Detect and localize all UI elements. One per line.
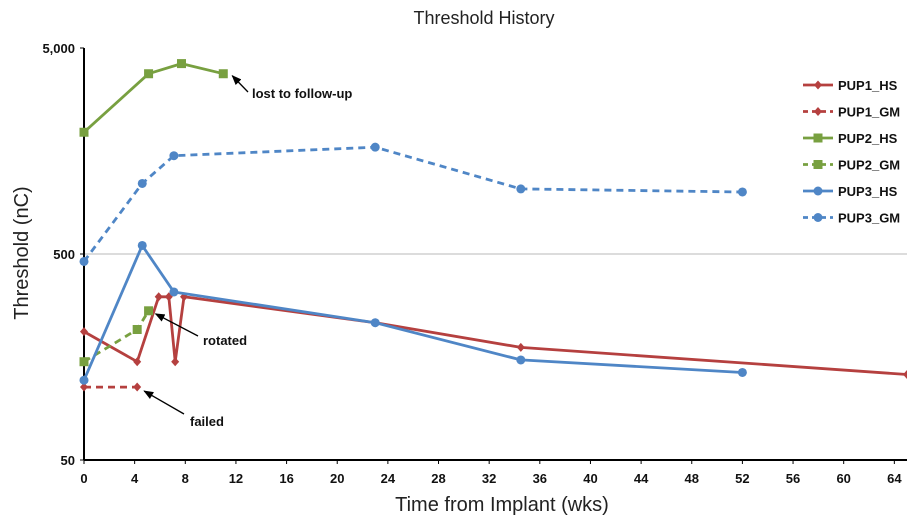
x-tick-label-32: 32	[482, 471, 496, 486]
data-point-PUP3_GM-0	[79, 256, 89, 266]
data-point-PUP3_GM-5	[737, 187, 747, 197]
series-line-PUP3_GM	[82, 145, 743, 263]
legend-label-PUP3_GM: PUP3_GM	[838, 211, 900, 226]
data-point-PUP2_GM-2	[144, 306, 154, 316]
data-point-PUP3_HS-5	[737, 367, 747, 377]
data-point-PUP1_GM-1	[133, 382, 142, 392]
annotation-label-0: lost to follow-up	[252, 86, 352, 101]
y-tick-label-500: 500	[53, 247, 75, 262]
annotation-arrow-1	[154, 313, 199, 337]
data-point-PUP3_HS-0	[79, 375, 89, 385]
data-point-PUP2_GM-1	[132, 325, 142, 335]
x-tick-label-60: 60	[836, 471, 850, 486]
legend-item-PUP1_GM: PUP1_GM	[803, 105, 900, 120]
data-point-PUP1_HS-8	[903, 370, 907, 380]
annotation-label-1: rotated	[203, 333, 247, 348]
legend-swatch-marker-PUP3_HS	[813, 186, 823, 196]
legend-swatch-marker-PUP2_GM	[813, 160, 823, 169]
x-tick-label-12: 12	[229, 471, 243, 486]
x-tick-label-52: 52	[735, 471, 749, 486]
x-tick-label-0: 0	[80, 471, 87, 486]
series-line-PUP3_HS	[82, 244, 743, 381]
legend-item-PUP2_GM: PUP2_GM	[803, 158, 900, 173]
x-tick-label-48: 48	[685, 471, 699, 486]
data-point-PUP1_GM-0	[80, 382, 88, 392]
legend-item-PUP2_HS: PUP2_HS	[803, 131, 898, 146]
legend-swatch-marker-PUP2_HS	[813, 133, 823, 143]
data-point-PUP3_HS-3	[370, 318, 380, 328]
series-PUP1_HS	[80, 292, 907, 380]
data-point-PUP3_HS-2	[169, 287, 179, 297]
legend-item-PUP3_GM: PUP3_GM	[803, 211, 900, 226]
x-tick-label-28: 28	[431, 471, 445, 486]
data-point-PUP1_HS-2	[154, 292, 163, 302]
x-tick-label-24: 24	[381, 471, 396, 486]
series-PUP1_GM	[80, 382, 142, 392]
series-PUP2_HS	[79, 59, 228, 137]
data-point-PUP3_GM-1	[137, 178, 147, 188]
x-tick-label-56: 56	[786, 471, 800, 486]
series-PUP3_GM	[79, 142, 747, 266]
series-line-PUP2_HS	[83, 62, 224, 134]
x-tick-label-16: 16	[279, 471, 293, 486]
x-tick-label-64: 64	[887, 471, 902, 486]
x-axis-label: Time from Implant (wks)	[395, 494, 609, 516]
data-point-PUP1_HS-1	[133, 357, 142, 367]
y-tick-label-50: 50	[61, 453, 75, 468]
x-tick-label-20: 20	[330, 471, 344, 486]
data-point-PUP3_GM-2	[169, 151, 179, 161]
x-tick-label-4: 4	[131, 471, 139, 486]
data-point-PUP3_GM-4	[516, 184, 526, 194]
legend-label-PUP3_HS: PUP3_HS	[838, 184, 898, 199]
annotations: lost to follow-up rotated failed	[143, 75, 352, 429]
legend-swatch-marker-PUP1_HS	[814, 80, 822, 90]
legend-label-PUP2_HS: PUP2_HS	[838, 131, 898, 146]
legend-swatch-marker-PUP3_GM	[813, 213, 823, 222]
x-tick-label-36: 36	[533, 471, 547, 486]
series-PUP3_HS	[79, 240, 747, 385]
annotation-label-2: failed	[190, 414, 224, 429]
legend-item-PUP3_HS: PUP3_HS	[803, 184, 898, 199]
data-point-PUP3_HS-1	[137, 240, 147, 250]
y-axis-label: Threshold (nC)	[11, 186, 33, 319]
data-point-PUP2_HS-0	[79, 127, 89, 137]
annotation-arrow-0	[231, 75, 249, 93]
series-lines	[79, 59, 907, 392]
data-point-PUP1_HS-7	[516, 342, 525, 352]
x-tick-label-40: 40	[583, 471, 597, 486]
axes: 0 4 8 12 16 20 24 28 32 36 40 44 48 52 56 60 64505005,00…	[42, 41, 907, 486]
data-point-PUP1_HS-4	[171, 357, 180, 367]
data-point-PUP2_HS-1	[144, 69, 154, 79]
annotation-arrow-2	[143, 390, 185, 415]
data-point-PUP2_HS-3	[218, 69, 228, 79]
legend-label-PUP1_HS: PUP1_HS	[838, 78, 898, 93]
legend-item-PUP1_HS: PUP1_HS	[803, 78, 898, 93]
series-PUP2_GM	[79, 306, 154, 367]
legend: PUP1_HS PUP1_GM PUP2_HS PUP2_GM PUP3_HS PUP3_…	[803, 78, 900, 226]
legend-swatch-marker-PUP1_GM	[814, 107, 822, 116]
y-tick-label-5000: 5,000	[42, 41, 75, 56]
x-tick-label-8: 8	[182, 471, 189, 486]
legend-label-PUP1_GM: PUP1_GM	[838, 105, 900, 120]
chart-title: Threshold History	[413, 8, 554, 28]
legend-label-PUP2_GM: PUP2_GM	[838, 158, 900, 173]
data-point-PUP3_HS-4	[516, 355, 526, 365]
data-point-PUP1_HS-0	[80, 327, 88, 337]
data-point-PUP2_HS-2	[176, 59, 186, 69]
data-point-PUP2_GM-0	[79, 357, 89, 367]
data-point-PUP3_GM-3	[370, 142, 380, 152]
x-tick-label-44: 44	[634, 471, 649, 486]
